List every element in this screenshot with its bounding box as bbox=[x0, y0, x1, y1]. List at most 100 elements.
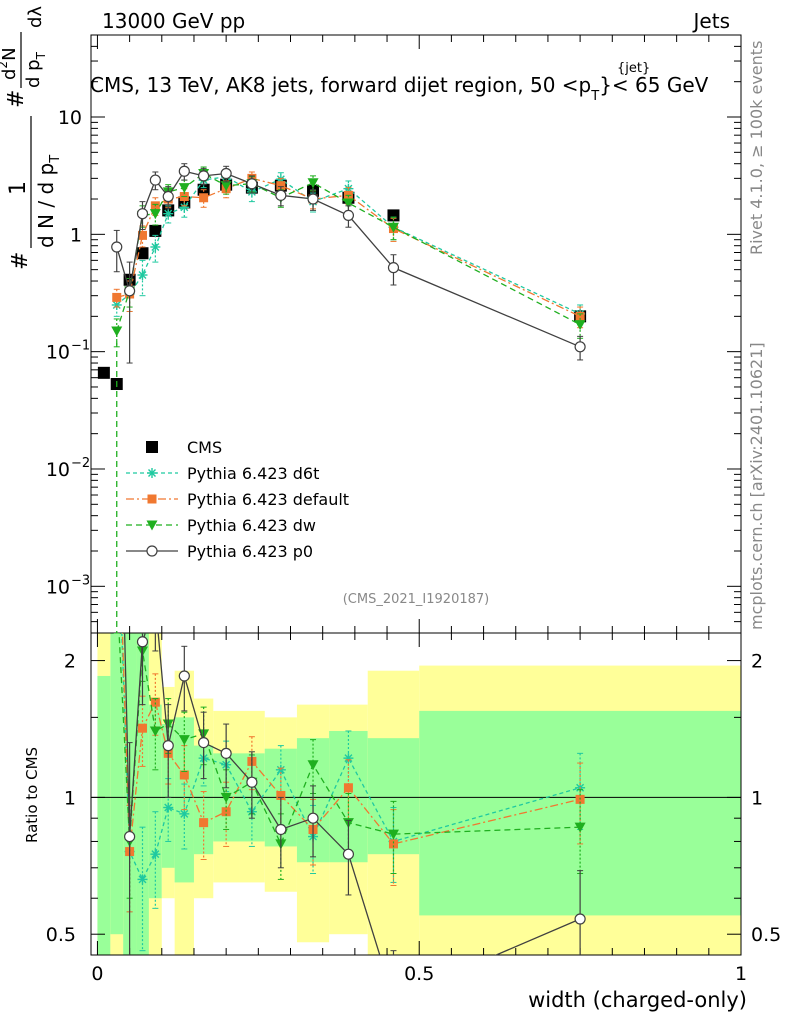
main-series bbox=[97, 163, 587, 633]
legend-label-p0: Pythia 6.423 p0 bbox=[187, 542, 313, 561]
point-p0 bbox=[111, 241, 123, 253]
point-d6t bbox=[163, 208, 174, 219]
point-d6t-d2 bbox=[138, 875, 147, 884]
point-d6t bbox=[179, 808, 190, 819]
series-line-default bbox=[116, 177, 581, 317]
main-y-label: # 1 d N / d pT # d2N d pT dλ bbox=[0, 6, 63, 270]
main-y-tick-exponent: −3 bbox=[71, 573, 90, 588]
point-p0 bbox=[136, 208, 149, 220]
main-y-tick-label: 10 bbox=[46, 342, 70, 364]
point-p0 bbox=[388, 994, 398, 1004]
point-default bbox=[150, 697, 160, 707]
y-label-hash: # bbox=[8, 252, 33, 270]
legend-marker-dw bbox=[146, 520, 158, 531]
point-default bbox=[276, 181, 286, 191]
point-p0 bbox=[124, 830, 136, 843]
legend-marker-d6t-d2 bbox=[148, 469, 156, 477]
point-dw bbox=[307, 760, 319, 771]
point-default bbox=[199, 818, 209, 828]
point-p0 bbox=[136, 636, 149, 648]
point-default bbox=[137, 723, 147, 733]
ratio-axes: 0.5 0.51 12 20 0.5 1 bbox=[46, 633, 781, 985]
rivet-label: Rivet 4.1.0, ≥ 100k events bbox=[747, 41, 766, 255]
point-d6t bbox=[163, 802, 174, 813]
ratio-y-label: Ratio to CMS bbox=[23, 747, 41, 843]
legend-entry-default: Pythia 6.423 default bbox=[126, 490, 349, 509]
legend-marker-default bbox=[147, 494, 157, 504]
ratio-y-tick-label-right: 0.5 bbox=[751, 924, 781, 946]
legend-entry-p0: Pythia 6.423 p0 bbox=[126, 542, 313, 561]
ratio-x-tick-label: 1 bbox=[735, 963, 747, 985]
legend-marker-cms bbox=[146, 441, 158, 453]
ratio-series bbox=[113, 633, 586, 1004]
point-dw bbox=[178, 183, 190, 194]
point-dw bbox=[307, 178, 319, 189]
series-line-d6t bbox=[121, 633, 581, 881]
point-cms bbox=[97, 366, 110, 379]
main-y-tick-exponent: −2 bbox=[71, 456, 90, 471]
legend-label-default: Pythia 6.423 default bbox=[187, 490, 349, 509]
point-dw bbox=[220, 792, 232, 803]
legend-label-d6t: Pythia 6.423 d6t bbox=[187, 464, 319, 483]
point-p0 bbox=[342, 848, 355, 860]
main-y-tick-label: 10 bbox=[46, 576, 70, 598]
point-dw bbox=[387, 222, 399, 233]
point-p0 bbox=[574, 341, 586, 353]
point-p0 bbox=[220, 167, 232, 180]
legend-entry-dw: Pythia 6.423 dw bbox=[126, 516, 316, 535]
plot-title: CMS, 13 TeV, AK8 jets, forward dijet reg… bbox=[90, 73, 709, 104]
point-d6t bbox=[150, 849, 161, 860]
point-d6t-d2 bbox=[180, 203, 189, 212]
point-dw bbox=[220, 181, 232, 192]
point-cms bbox=[136, 247, 149, 260]
legend-label-dw: Pythia 6.423 dw bbox=[187, 516, 316, 535]
main-y-tick-exponent: −1 bbox=[71, 339, 90, 354]
point-p0 bbox=[162, 740, 174, 752]
point-p0 bbox=[307, 193, 319, 205]
point-dw bbox=[149, 726, 161, 737]
y-label-d: d bbox=[0, 69, 20, 80]
legend-marker-p0 bbox=[146, 545, 158, 557]
point-p0 bbox=[124, 285, 136, 297]
point-default bbox=[179, 770, 189, 780]
point-d6t-d2 bbox=[180, 809, 189, 818]
point-p0 bbox=[178, 165, 190, 177]
point-default bbox=[575, 311, 585, 321]
point-default bbox=[343, 783, 353, 793]
mcplots-label: mcplots.cern.ch [arXiv:2401.10621] bbox=[747, 342, 766, 630]
ratio-band-green bbox=[110, 633, 124, 935]
y-label-one: 1 bbox=[6, 181, 31, 195]
point-d6t bbox=[137, 874, 148, 885]
point-p0 bbox=[275, 189, 287, 201]
y-label-sup2: 2 bbox=[0, 61, 10, 69]
point-p0 bbox=[149, 174, 161, 186]
point-cms bbox=[149, 224, 162, 237]
ratio-band-green bbox=[174, 717, 194, 883]
ratio-series-p0 bbox=[123, 633, 586, 1004]
ratio-band-green bbox=[148, 704, 162, 899]
point-dw bbox=[178, 735, 190, 746]
point-dw bbox=[574, 822, 586, 833]
y-label-dlambda: dλ bbox=[25, 6, 46, 28]
plot-title-sup: {jet} bbox=[617, 61, 650, 76]
point-default bbox=[388, 839, 398, 849]
y-label-denominator-text: d N / d p bbox=[34, 163, 58, 248]
point-dw bbox=[574, 320, 586, 331]
ratio-plot-frame bbox=[90, 632, 742, 956]
y-label-dpt-text: d p bbox=[23, 59, 44, 88]
point-dw bbox=[387, 829, 399, 840]
point-p0 bbox=[162, 190, 174, 203]
ratio-y-tick-label-right: 2 bbox=[751, 651, 763, 673]
legend-entry-d6t: Pythia 6.423 d6t bbox=[126, 464, 319, 483]
point-p0 bbox=[220, 747, 232, 759]
y-label-dpt-sub: T bbox=[34, 51, 48, 60]
point-p0 bbox=[574, 913, 586, 925]
point-d6t-d2 bbox=[164, 209, 173, 218]
point-d6t-d2 bbox=[344, 754, 353, 763]
point-d6t-d2 bbox=[151, 850, 160, 859]
main-y-tick-label: 1 bbox=[70, 224, 82, 246]
header-right: Jets bbox=[692, 9, 730, 33]
point-p0 bbox=[342, 209, 355, 222]
